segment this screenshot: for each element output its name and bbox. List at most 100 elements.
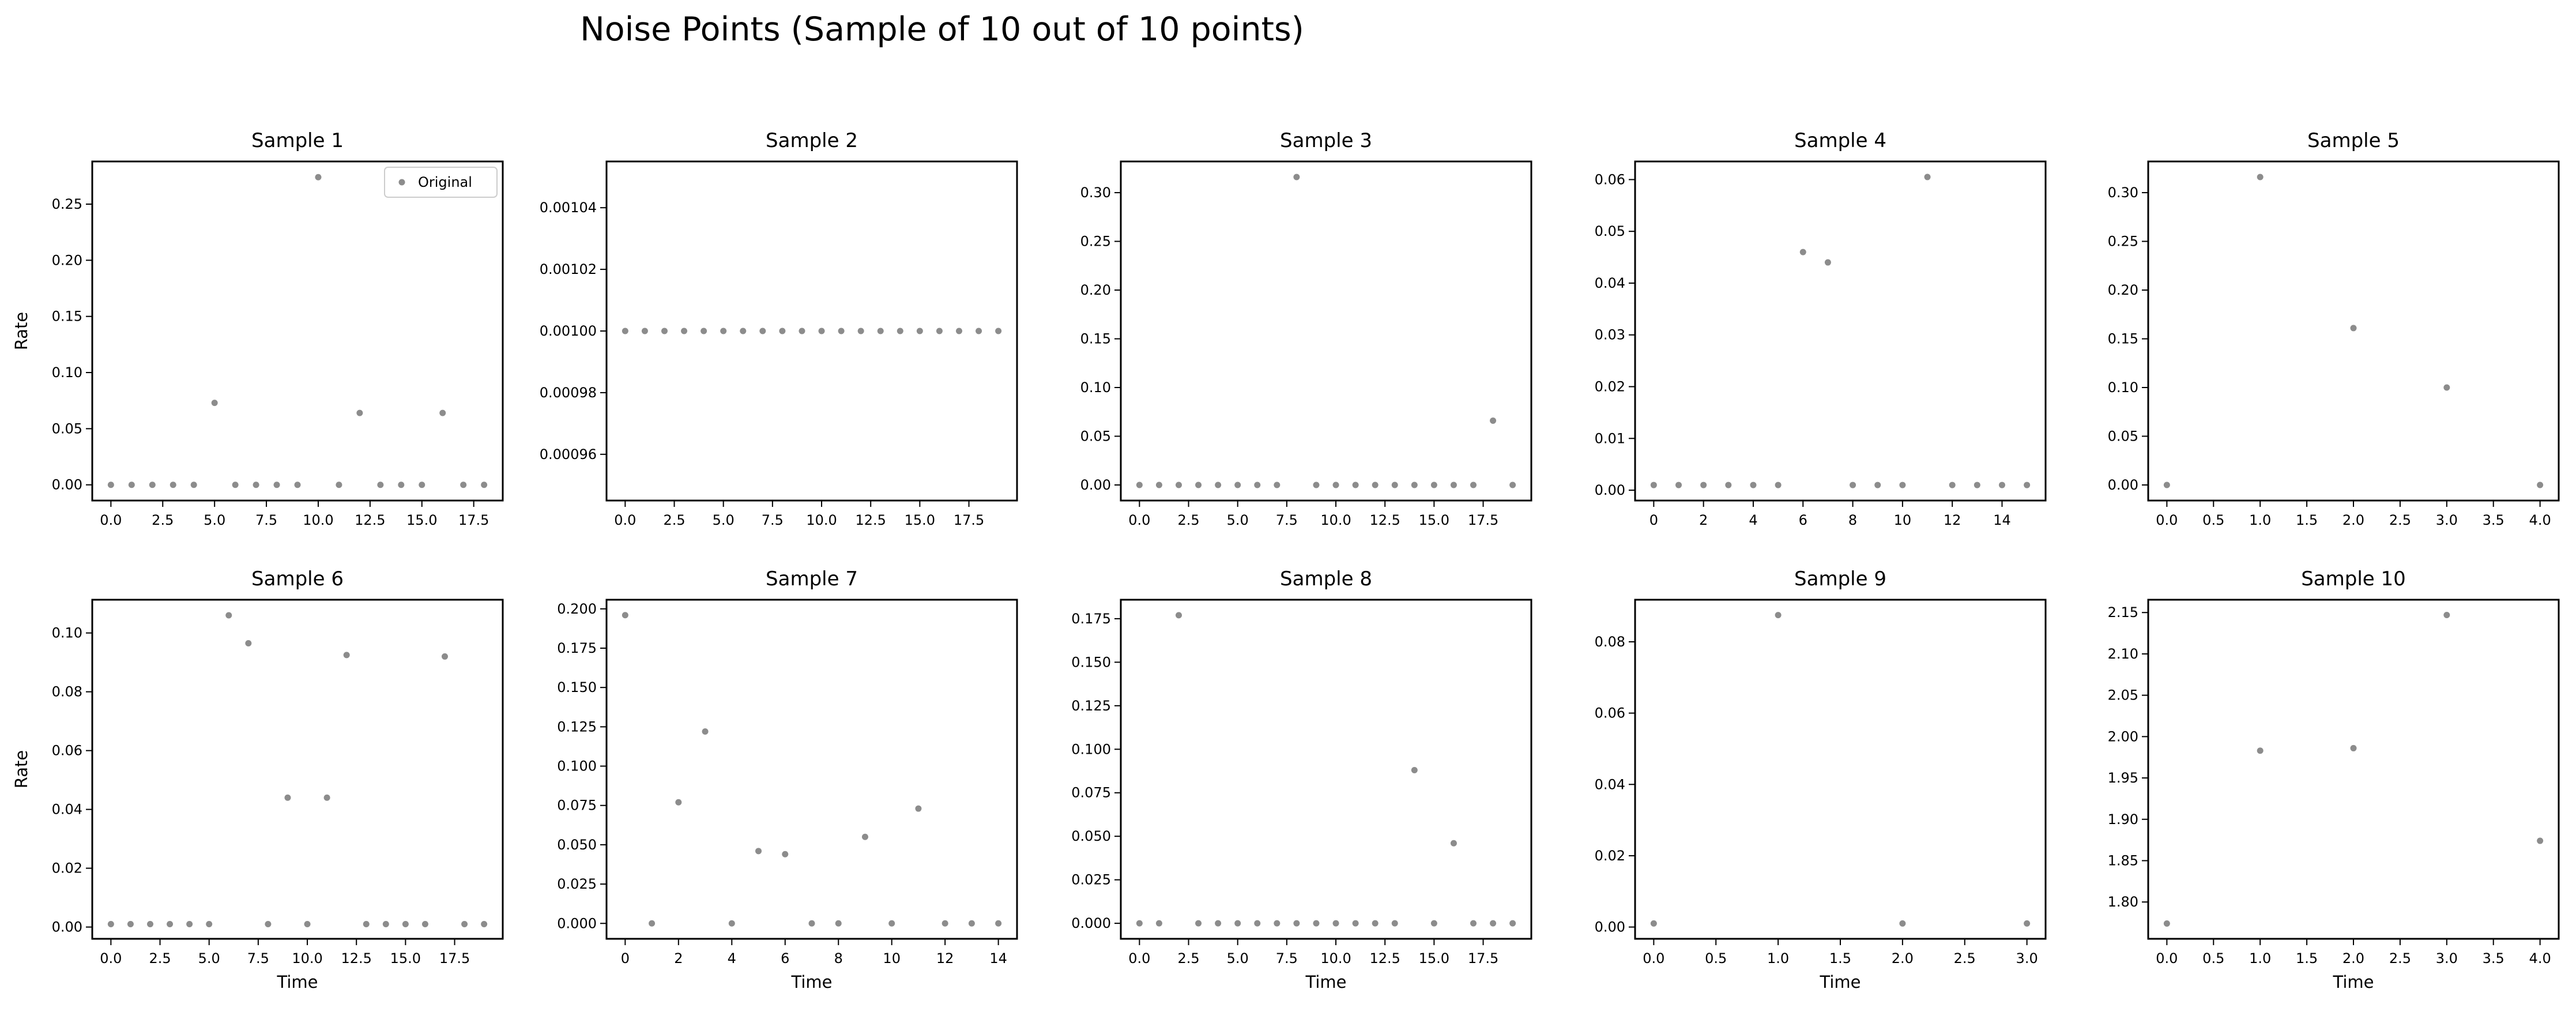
subplot-title: Sample 3 [1280, 129, 1372, 152]
data-point [1874, 482, 1881, 488]
x-tick-label: 10.0 [292, 950, 322, 966]
y-tick-label: 0.05 [1080, 428, 1111, 444]
x-tick-label: 10.0 [806, 512, 837, 528]
data-point [1490, 920, 1497, 927]
x-tick-label: 12.5 [1369, 512, 1400, 528]
data-point [1470, 482, 1477, 488]
y-tick-label: 0.00 [52, 919, 82, 935]
data-point [1490, 417, 1497, 424]
x-tick-label: 5.0 [1227, 950, 1249, 966]
x-tick-label: 0.0 [1128, 512, 1150, 528]
data-point [1725, 482, 1732, 488]
data-point [1352, 920, 1359, 927]
data-point [1254, 920, 1261, 927]
y-tick-label: 0.20 [2108, 282, 2138, 298]
plot-frame [2147, 599, 2560, 940]
data-point [759, 328, 766, 334]
data-point [838, 328, 845, 334]
y-tick-label: 0.25 [1080, 234, 1111, 250]
y-tick-label: 0.150 [1071, 654, 1111, 670]
data-point [1136, 482, 1143, 488]
data-point [336, 482, 342, 488]
data-point [1924, 174, 1931, 180]
subplot-title: Sample 8 [1280, 567, 1372, 591]
y-tick-label: 0.15 [2108, 331, 2138, 347]
x-tick-label: 6 [1799, 512, 1807, 528]
x-axis-label: Time [1305, 972, 1347, 992]
data-point [1650, 920, 1657, 927]
y-tick-label: 0.100 [557, 758, 597, 774]
data-point [323, 794, 330, 801]
data-point [481, 482, 488, 488]
x-tick-label: 4.0 [2529, 950, 2551, 966]
y-tick-label: 2.15 [2108, 604, 2138, 620]
data-point [1372, 920, 1379, 927]
data-point [2163, 920, 2170, 927]
data-point [808, 920, 815, 927]
x-tick-label: 1.5 [2296, 512, 2318, 528]
x-tick-label: 2.5 [663, 512, 685, 528]
data-point [232, 482, 239, 488]
subplot-grid: Sample 10.0 2.5 5.0 7.5 10.0 12.5 15.0 17.50.00… [12, 129, 2560, 992]
y-tick-label: 0.075 [557, 798, 597, 814]
data-point [186, 921, 193, 928]
subplot-title: Sample 5 [2307, 129, 2400, 152]
x-tick-label: 3.0 [2016, 950, 2038, 966]
data-point [995, 920, 1002, 927]
x-tick-label: 2.5 [152, 512, 174, 528]
y-tick-label: 0.150 [557, 679, 597, 695]
x-tick-label: 5.0 [204, 512, 225, 528]
y-tick-label: 0.200 [557, 601, 597, 617]
y-tick-label: 0.100 [1071, 741, 1111, 757]
x-axis-label: Time [1820, 972, 1861, 992]
x-tick-label: 1.5 [1829, 950, 1851, 966]
y-tick-label: 0.10 [2108, 379, 2138, 396]
data-point [1175, 482, 1182, 488]
data-point [779, 328, 786, 334]
data-point [941, 920, 948, 927]
data-point [728, 920, 735, 927]
x-tick-label: 17.5 [1468, 512, 1498, 528]
data-point [1195, 920, 1202, 927]
y-tick-label: 0.01 [1595, 430, 1625, 446]
data-point [1372, 482, 1379, 488]
x-tick-label: 2.0 [2342, 950, 2364, 966]
y-tick-label: 0.00 [1080, 477, 1111, 493]
x-tick-label: 1.5 [2296, 950, 2318, 966]
x-tick-label: 1.0 [1767, 950, 1789, 966]
x-tick-label: 10.0 [1320, 512, 1351, 528]
y-tick-label: 0.000 [1071, 915, 1111, 931]
data-point [1313, 920, 1320, 927]
data-point [1775, 482, 1782, 488]
subplot-3: Sample 3 0.0 2.5 5.0 7.5 10.0 12.5 15.0 17.5 0.00… [1080, 129, 1532, 528]
data-point [442, 653, 449, 660]
x-tick-label: 4 [1749, 512, 1757, 528]
data-point [1332, 920, 1339, 927]
data-point [273, 482, 280, 488]
x-tick-label: 15.0 [1419, 950, 1449, 966]
x-tick-label: 0 [621, 950, 630, 966]
x-tick-label: 2.0 [2342, 512, 2364, 528]
x-tick-label: 12.5 [1369, 950, 1400, 966]
data-point [461, 921, 468, 928]
data-point [2350, 744, 2357, 751]
data-point [265, 921, 272, 928]
x-tick-label: 10 [1894, 512, 1912, 528]
x-tick-label: 4.0 [2529, 512, 2551, 528]
data-point [835, 920, 842, 927]
data-point [1974, 482, 1980, 488]
y-tick-label: 0.00104 [540, 200, 597, 216]
data-point [1450, 840, 1457, 847]
data-point [382, 921, 389, 928]
y-tick-label: 0.15 [1080, 331, 1111, 347]
x-tick-label: 3.5 [2483, 512, 2505, 528]
x-tick-label: 7.5 [255, 512, 277, 528]
data-point [968, 920, 975, 927]
data-point [1775, 612, 1782, 619]
data-point [2537, 837, 2544, 844]
data-point [701, 328, 707, 334]
x-tick-label: 14 [1993, 512, 2011, 528]
data-point [2024, 920, 2031, 927]
data-point [460, 482, 467, 488]
data-point [245, 640, 252, 646]
